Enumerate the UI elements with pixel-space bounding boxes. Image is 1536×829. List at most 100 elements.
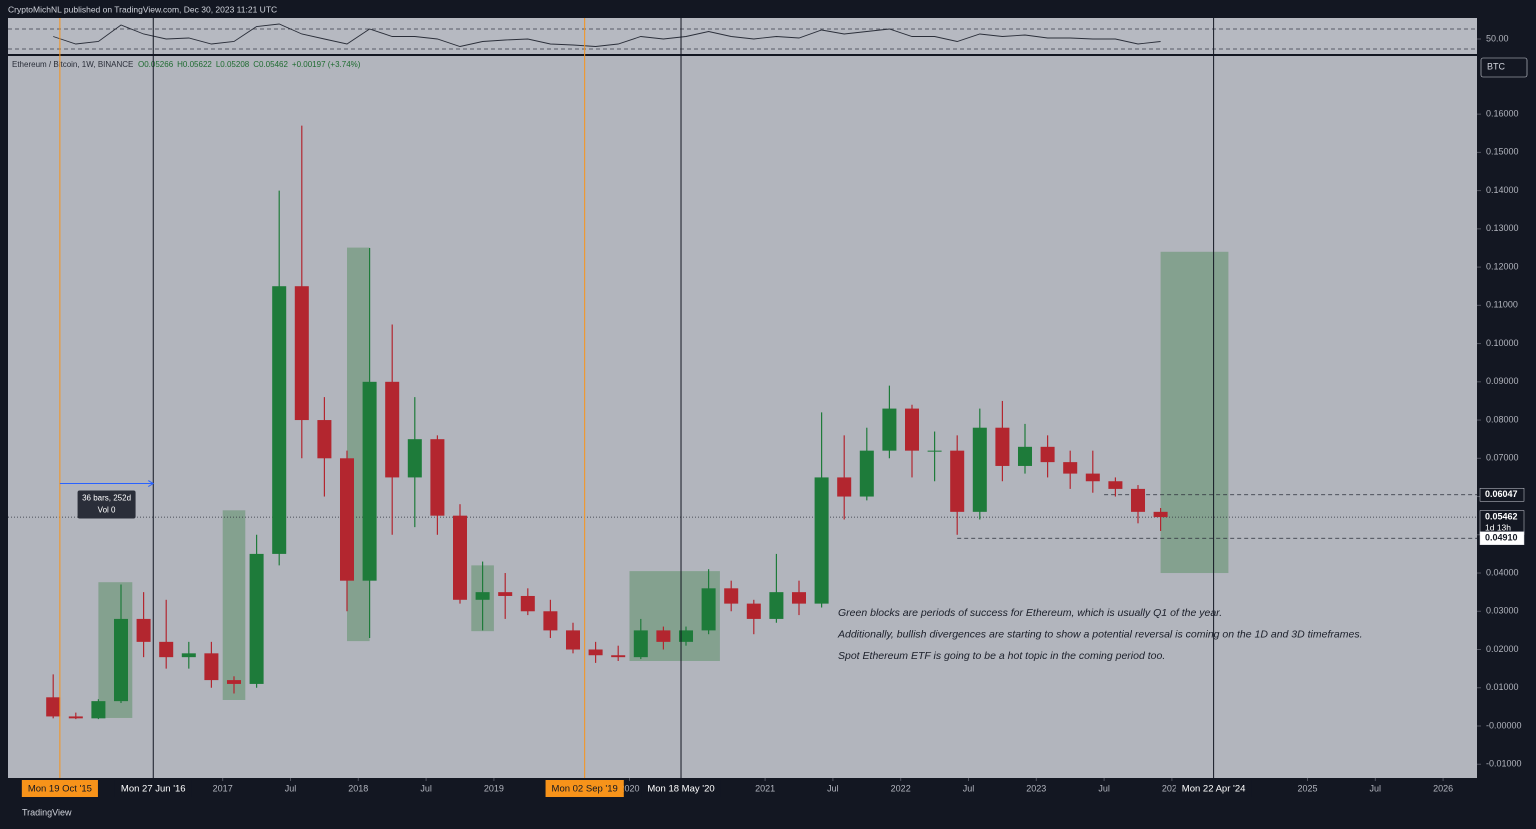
ohlc-value: +0.00197 (+3.74%) bbox=[292, 60, 361, 69]
currency-button[interactable] bbox=[1480, 57, 1528, 78]
y-tick-label: 0.04000 bbox=[1486, 567, 1519, 577]
candle-body bbox=[1063, 462, 1078, 474]
y-tick-label: 0.14000 bbox=[1486, 185, 1519, 195]
x-tick-label: Jul bbox=[827, 783, 839, 793]
rsi-tick-label: 50.00 bbox=[1486, 33, 1509, 43]
candle-body bbox=[159, 641, 174, 658]
candle-body bbox=[588, 649, 603, 656]
y-tick-label: -0.00000 bbox=[1486, 720, 1522, 730]
success-box bbox=[222, 510, 246, 700]
y-tick-label: 0.07000 bbox=[1486, 453, 1519, 463]
candle-body bbox=[452, 515, 468, 600]
candle-body bbox=[385, 381, 400, 478]
y-tick-label: 0.10000 bbox=[1486, 338, 1519, 348]
candle-body bbox=[1017, 446, 1033, 466]
candle-body bbox=[407, 439, 422, 478]
x-tick-label: Jul bbox=[420, 783, 432, 793]
publisher: CryptoMichNL published on TradingView.co… bbox=[8, 4, 277, 14]
price-label: 0.05462 bbox=[1485, 511, 1518, 521]
currency-label[interactable]: BTC bbox=[1487, 61, 1506, 71]
candle-body bbox=[927, 450, 942, 452]
y-tick-label: -0.01000 bbox=[1486, 759, 1522, 769]
note: Spot Ethereum ETF is going to be a hot t… bbox=[838, 650, 1165, 662]
candle-body bbox=[859, 450, 874, 497]
x-tick-label: Jul bbox=[963, 783, 975, 793]
ohlc-value: C0.05462 bbox=[253, 60, 288, 69]
time-marker-label-bg bbox=[545, 780, 624, 797]
candle-body bbox=[430, 439, 445, 516]
candle-body bbox=[633, 630, 648, 658]
time-marker-label: Mon 02 Sep '19 bbox=[552, 784, 618, 795]
time-marker-label: Mon 22 Apr '24 bbox=[1182, 784, 1246, 795]
candle-body bbox=[724, 588, 739, 604]
candle-body bbox=[904, 408, 920, 451]
y-tick-label: 0.16000 bbox=[1486, 109, 1519, 119]
candle-body bbox=[136, 618, 151, 642]
y-tick-label: 0.03000 bbox=[1486, 606, 1519, 616]
y-tick-label: 0.08000 bbox=[1486, 414, 1519, 424]
x-tick-label: 2026 bbox=[1433, 783, 1453, 793]
candle-body bbox=[498, 592, 513, 596]
time-marker-label: Mon 18 May '20 bbox=[647, 784, 714, 795]
candle-body bbox=[701, 588, 716, 631]
x-tick-label: 2023 bbox=[1026, 783, 1046, 793]
candle-body bbox=[611, 655, 626, 658]
x-tick-label: 2021 bbox=[755, 783, 775, 793]
rsi-line bbox=[53, 23, 1161, 47]
ohlc-value: H0.05622 bbox=[177, 60, 212, 69]
x-tick-label: 2022 bbox=[891, 783, 911, 793]
price-label: 0.06047 bbox=[1485, 489, 1518, 499]
price-label-bg bbox=[1479, 510, 1525, 535]
candle-body bbox=[317, 420, 332, 459]
candle-body bbox=[1130, 488, 1146, 512]
candle-body bbox=[294, 286, 309, 421]
price-countdown: 1d 13h bbox=[1485, 522, 1511, 532]
x-tick-label: Jul bbox=[285, 783, 297, 793]
ohlc-value: L0.05208 bbox=[216, 60, 250, 69]
candle-body bbox=[656, 630, 671, 642]
x-tick-label: 2025 bbox=[1297, 783, 1317, 793]
rsi-pane bbox=[8, 18, 1477, 54]
y-tick-label: 0.13000 bbox=[1486, 223, 1519, 233]
candle-body bbox=[678, 630, 694, 642]
candle-body bbox=[1085, 473, 1100, 482]
symbol: Ethereum / Bitcoin, 1W, BINANCE bbox=[12, 60, 133, 69]
x-tick-label: 2020 bbox=[619, 783, 639, 793]
candle-body bbox=[814, 477, 829, 604]
candle-body bbox=[565, 630, 581, 650]
x-tick-label: 2017 bbox=[213, 783, 233, 793]
candle-body bbox=[475, 592, 490, 600]
x-tick-label: 2024 bbox=[1162, 783, 1182, 793]
candle-body bbox=[972, 427, 987, 512]
y-tick-label: 0.02000 bbox=[1486, 644, 1519, 654]
y-tick-label: 0.12000 bbox=[1486, 261, 1519, 271]
candle-body bbox=[882, 408, 897, 451]
candle-body bbox=[113, 618, 129, 702]
x-tick-label: 2018 bbox=[348, 783, 368, 793]
candle-body bbox=[791, 592, 807, 604]
measure-label: 36 bars, 252d bbox=[82, 494, 131, 503]
note: Green blocks are periods of success for … bbox=[838, 607, 1222, 619]
candle-body bbox=[543, 611, 558, 631]
price-label-bg bbox=[1479, 487, 1525, 502]
candle-body bbox=[746, 603, 761, 619]
price-label: 0.04910 bbox=[1485, 533, 1518, 543]
candle-body bbox=[339, 458, 355, 581]
candle-body bbox=[226, 680, 242, 684]
y-tick-label: 0.15000 bbox=[1486, 147, 1519, 157]
measure-box bbox=[77, 490, 136, 519]
time-marker-label-bg bbox=[1175, 780, 1252, 797]
time-marker-label: Mon 19 Oct '15 bbox=[28, 784, 92, 795]
candle-body bbox=[272, 286, 287, 554]
candle-body bbox=[362, 381, 377, 581]
candle-body bbox=[995, 427, 1010, 466]
y-tick-label: 0.01000 bbox=[1486, 682, 1519, 692]
x-tick-label: Jul bbox=[1098, 783, 1110, 793]
candle-body bbox=[837, 477, 852, 497]
candle-body bbox=[249, 553, 264, 684]
candle-body bbox=[950, 450, 965, 512]
y-tick-label: 0.09000 bbox=[1486, 376, 1519, 386]
candle-body bbox=[520, 595, 535, 612]
